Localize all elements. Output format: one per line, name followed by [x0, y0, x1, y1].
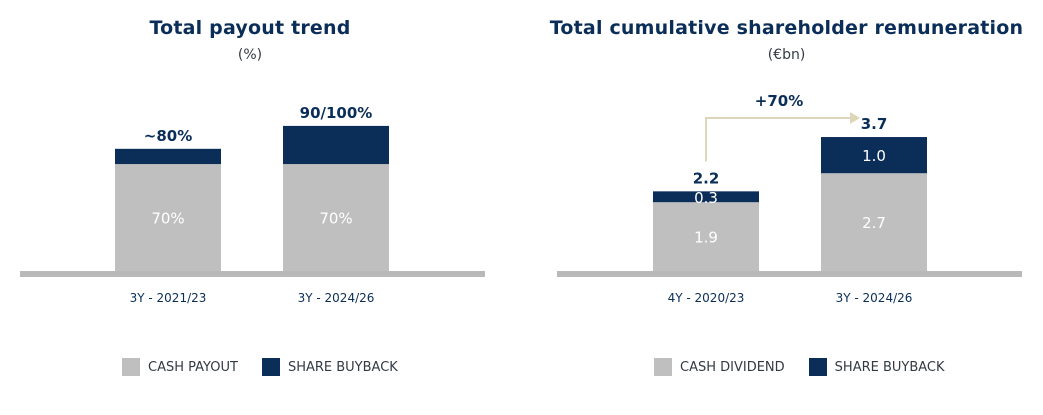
x-tick-label: 3Y - 2021/23 — [130, 291, 207, 305]
segment-value-label: 2.7 — [862, 214, 886, 232]
chart-title: Total cumulative shareholder remuneratio… — [549, 17, 1024, 39]
bar-segment-cash-payout — [283, 164, 389, 271]
bar-total-label: ~80% — [144, 127, 192, 145]
legend-item-cash-payout: CASH PAYOUT — [122, 358, 238, 376]
x-tick-label: 4Y - 2020/23 — [668, 291, 745, 305]
legend-swatch-cash — [654, 358, 672, 376]
segment-value-label: 1.0 — [862, 147, 886, 165]
legend-swatch-buyback — [261, 358, 280, 376]
legend-item-share-buyback: SHARE BUYBACK — [261, 358, 398, 376]
legend-label: CASH PAYOUT — [148, 359, 238, 375]
chart-title: Total payout trend — [149, 17, 351, 39]
legend-swatch-cash — [122, 358, 140, 376]
growth-arrow-head — [850, 112, 860, 124]
remuneration-plot: 1.9 0.3 2.2 4Y - 2020/23 2.7 1.0 3.7 3Y - 2024/… — [557, 92, 1022, 305]
bar-segment-cash-dividend — [653, 202, 759, 271]
legend-label: SHARE BUYBACK — [287, 359, 398, 375]
legend-item-share-buyback: SHARE BUYBACK — [808, 358, 945, 376]
bar-segment-cash-dividend — [821, 173, 927, 271]
x-tick-label: 3Y - 2024/26 — [836, 291, 913, 305]
payout-trend-plot: 70% ~80% 3Y - 2021/23 70% 90/100% 3Y - 2024/2… — [20, 104, 485, 305]
shareholder-remuneration-chart: Total cumulative shareholder remuneratio… — [530, 0, 1043, 415]
segment-value-label: 70% — [319, 210, 352, 228]
growth-arrow-line — [705, 117, 852, 162]
bar-total-label: 3.7 — [861, 115, 888, 133]
bar-segment-share-buyback — [115, 148, 221, 165]
payout-trend-chart: Total payout trend (%) 70% ~80% 3Y - 2021/… — [0, 0, 500, 415]
legend-label: SHARE BUYBACK — [834, 359, 945, 375]
segment-value-label: 0.3 — [694, 189, 718, 207]
bar-segment-share-buyback — [821, 137, 927, 174]
bar-total-label: 90/100% — [300, 104, 373, 122]
remuneration-legend: CASH DIVIDEND SHARE BUYBACK — [654, 358, 969, 376]
x-tick-label: 3Y - 2024/26 — [298, 291, 375, 305]
bar-segment-share-buyback — [283, 125, 389, 165]
growth-annotation-label: +70% — [755, 92, 803, 110]
bar-total-label: 2.2 — [693, 169, 720, 187]
bar-segment-share-buyback — [653, 191, 759, 203]
chart-subtitle: (%) — [237, 47, 263, 63]
segment-value-label: 70% — [151, 210, 184, 228]
payout-legend: CASH PAYOUT SHARE BUYBACK — [122, 358, 422, 376]
segment-value-label: 1.9 — [694, 229, 718, 247]
chart-subtitle: (€bn) — [767, 47, 806, 63]
legend-item-cash-dividend: CASH DIVIDEND — [654, 358, 785, 376]
x-axis-baseline — [557, 271, 1022, 277]
legend-swatch-buyback — [808, 358, 827, 376]
x-axis-baseline — [20, 271, 485, 277]
legend-label: CASH DIVIDEND — [680, 359, 785, 375]
bar-segment-cash-payout — [115, 164, 221, 271]
